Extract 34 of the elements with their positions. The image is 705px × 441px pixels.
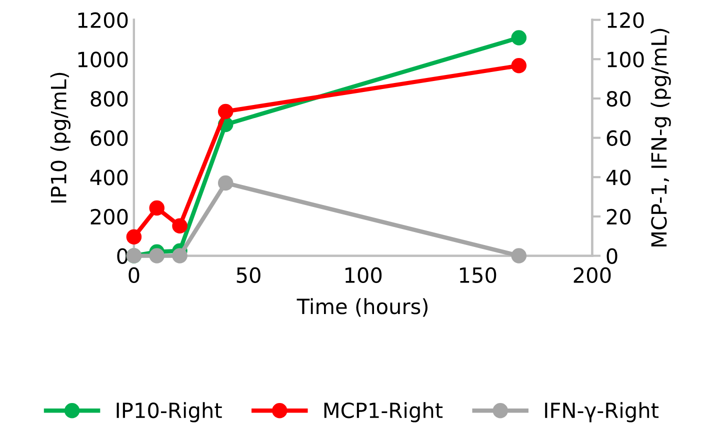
y2-tick-label: 40 <box>606 170 631 186</box>
y2-tick-label: 100 <box>608 52 644 68</box>
point <box>511 58 527 74</box>
x-tick-label: 50 <box>236 267 260 284</box>
legend-label: MCP1-Right <box>324 402 443 422</box>
y-tick-label: 400 <box>90 170 128 186</box>
point <box>218 104 234 120</box>
point <box>172 218 188 234</box>
x-tick-label: 100 <box>345 267 382 284</box>
y-tick-label: 600 <box>90 130 128 146</box>
y-tick-label: 1200 <box>78 12 128 28</box>
y-tick-label: 1000 <box>78 52 128 68</box>
legend-label: IFN-γ-Right <box>545 402 658 422</box>
point <box>149 248 164 264</box>
y2-tick-label: 60 <box>606 130 631 146</box>
point <box>172 248 188 264</box>
x-tick-label: 150 <box>460 267 496 284</box>
x-tick-label: 200 <box>574 267 611 284</box>
point <box>511 248 527 264</box>
point <box>218 175 234 191</box>
x-axis-title: Time (hours) <box>296 298 428 317</box>
y2-tick-label: 20 <box>606 208 631 225</box>
x-tick-label: 0 <box>128 267 140 284</box>
y-tick-label: 200 <box>90 208 128 225</box>
y-axis-title: IP10 (pg/mL) <box>50 72 71 202</box>
legend-label: IP10-Right <box>116 402 222 422</box>
y2-tick-label: 120 <box>608 12 644 28</box>
point <box>149 200 164 216</box>
point <box>126 229 142 245</box>
y2-tick-label: 80 <box>606 90 631 107</box>
y-tick-label: 800 <box>90 90 128 107</box>
point <box>511 30 527 46</box>
y2-axis-title: MCP-1, IFN-g (pg/mL) <box>650 28 671 246</box>
y2-tick-label: 0 <box>606 248 618 264</box>
